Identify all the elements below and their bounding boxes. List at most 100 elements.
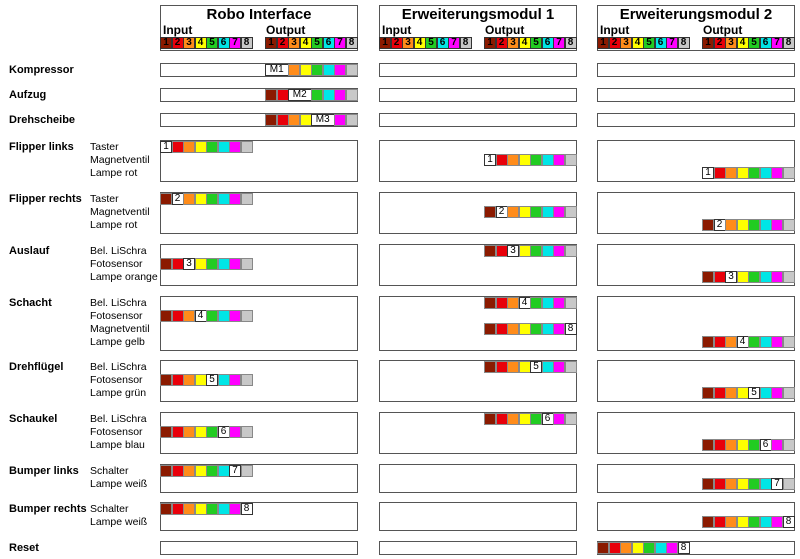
port-color-cell — [171, 141, 184, 153]
module-row-box — [597, 88, 795, 102]
port-color-cell — [702, 516, 714, 528]
port-color-cell — [518, 323, 531, 335]
port-color-cell — [530, 154, 542, 166]
port-color-cell — [484, 245, 496, 257]
port-color-cell — [160, 503, 172, 515]
input-port-6: 6 — [217, 37, 230, 49]
port-color-cell — [541, 323, 554, 335]
port-color-cell — [229, 310, 241, 322]
output-port-5: 5 — [311, 37, 323, 49]
port-color-cell — [782, 336, 795, 348]
port-color-cell — [702, 478, 714, 490]
output-port-1: 1 — [702, 37, 714, 49]
port-color-cell — [759, 167, 772, 179]
row-sublabel: Bel. LiSchra — [90, 245, 147, 257]
row-label: Flipper rechts — [9, 193, 82, 205]
port-color-cell — [553, 154, 565, 166]
port-color-cell — [217, 503, 230, 515]
output-label: Output — [485, 23, 525, 37]
port-color-cell — [299, 64, 312, 76]
input-port-6: 6 — [654, 37, 667, 49]
input-port-4: 4 — [631, 37, 644, 49]
input-port-7: 7 — [229, 37, 241, 49]
output-port-6: 6 — [541, 37, 554, 49]
row-sublabel: Magnetventil — [90, 154, 150, 166]
row-label: Kompressor — [9, 64, 74, 76]
module-row-box — [379, 88, 577, 102]
port-marker-label: 5 — [748, 387, 760, 399]
port-color-cell — [206, 426, 218, 438]
port-marker-label: 5 — [206, 374, 218, 386]
port-color-cell — [643, 542, 655, 554]
row-sublabel: Lampe weiß — [90, 478, 148, 490]
port-color-cell — [194, 258, 207, 270]
port-color-cell — [217, 193, 230, 205]
port-color-cell — [771, 387, 783, 399]
port-color-cell — [541, 297, 554, 309]
port-color-cell — [495, 245, 508, 257]
port-color-cell — [782, 387, 795, 399]
port-color-cell — [597, 542, 609, 554]
port-color-cell — [160, 258, 172, 270]
port-color-cell — [725, 516, 737, 528]
port-color-cell — [183, 465, 195, 477]
port-color-cell — [725, 387, 737, 399]
row-label: Bumper links — [9, 465, 79, 477]
module-row-box — [379, 192, 577, 234]
module-title: Robo Interface — [206, 6, 312, 23]
row-sublabel: Fotosensor — [90, 426, 143, 438]
row-sublabel: Taster — [90, 193, 119, 205]
port-color-cell — [553, 297, 565, 309]
port-color-cell — [553, 413, 565, 425]
port-color-cell — [171, 258, 184, 270]
port-color-cell — [311, 64, 323, 76]
port-color-cell — [217, 310, 230, 322]
port-color-cell — [553, 206, 565, 218]
port-color-cell — [736, 516, 749, 528]
input-port-1: 1 — [379, 37, 391, 49]
port-color-cell — [484, 361, 496, 373]
port-color-cell — [484, 413, 496, 425]
port-color-cell — [206, 503, 218, 515]
port-color-cell — [541, 245, 554, 257]
port-marker-label: 4 — [194, 310, 207, 322]
port-color-cell — [160, 310, 172, 322]
port-color-cell — [206, 465, 218, 477]
port-color-cell — [771, 219, 783, 231]
port-marker-label: 4 — [736, 336, 749, 348]
port-color-cell — [217, 258, 230, 270]
port-color-cell — [484, 297, 496, 309]
output-port-1: 1 — [265, 37, 277, 49]
port-color-cell — [702, 219, 714, 231]
row-sublabel: Lampe weiß — [90, 516, 148, 528]
port-color-cell — [311, 89, 323, 101]
row-sublabel: Lampe rot — [90, 167, 138, 179]
port-color-cell — [183, 503, 195, 515]
port-color-cell — [782, 478, 795, 490]
output-port-8: 8 — [782, 37, 795, 49]
port-color-cell — [206, 141, 218, 153]
port-color-cell — [160, 465, 172, 477]
row-sublabel: Schalter — [90, 465, 129, 477]
port-color-cell — [171, 426, 184, 438]
port-color-cell — [530, 245, 542, 257]
input-port-3: 3 — [183, 37, 195, 49]
port-color-cell — [206, 310, 218, 322]
module-title: Erweiterungsmodul 1 — [401, 6, 555, 23]
output-port-7: 7 — [334, 37, 346, 49]
row-sublabel: Fotosensor — [90, 374, 143, 386]
port-color-cell — [541, 361, 554, 373]
module-row-box — [160, 296, 358, 351]
port-color-cell — [654, 542, 667, 554]
port-color-cell — [530, 206, 542, 218]
port-marker-label: 7 — [771, 478, 783, 490]
port-color-cell — [345, 64, 358, 76]
port-color-cell — [240, 193, 253, 205]
port-color-cell — [495, 361, 508, 373]
port-color-cell — [713, 387, 726, 399]
port-marker-label: M1 — [265, 64, 289, 76]
port-color-cell — [771, 439, 783, 451]
port-color-cell — [564, 297, 577, 309]
module-title: Erweiterungsmodul 2 — [619, 6, 773, 23]
port-color-cell — [183, 374, 195, 386]
